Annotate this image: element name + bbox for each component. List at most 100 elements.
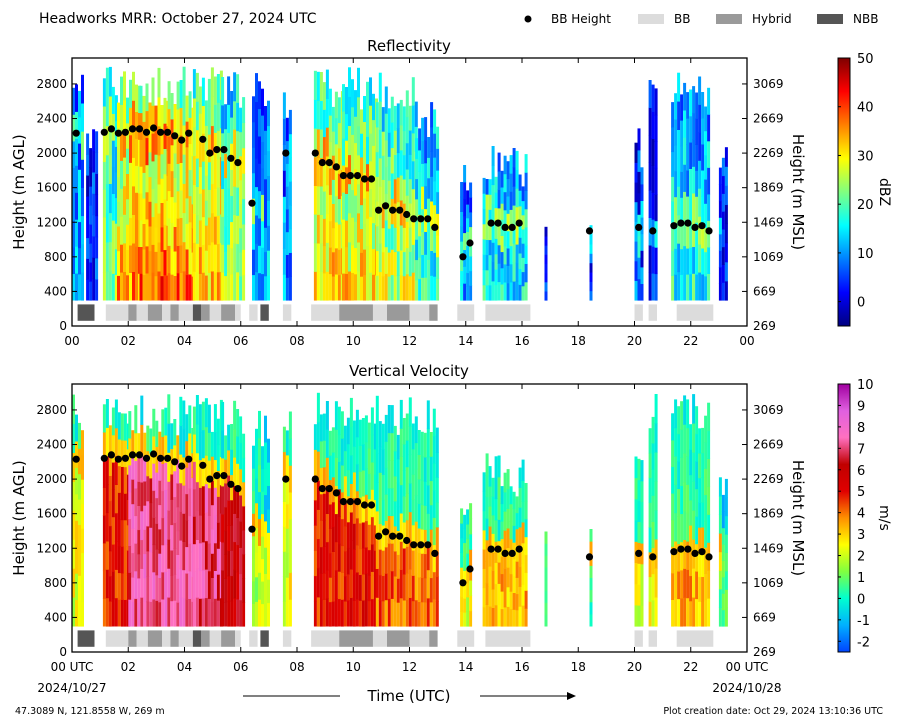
- echo-cell: [427, 157, 431, 179]
- echo-cell: [435, 576, 439, 602]
- echo-cell: [143, 553, 147, 579]
- echo-cell: [494, 192, 498, 209]
- echo-cell: [506, 528, 510, 549]
- echo-cell: [105, 125, 109, 156]
- echo-cell: [680, 197, 684, 224]
- bb-height-point: [367, 175, 376, 183]
- echo-cell: [680, 457, 684, 486]
- echo-cell: [224, 251, 228, 277]
- echo-cell: [460, 552, 464, 568]
- echo-cell: [360, 228, 363, 253]
- echo-cell: [506, 213, 510, 232]
- legend-swatch-hybrid: [716, 14, 742, 24]
- echo-cell: [674, 274, 678, 301]
- echo-cell: [640, 167, 644, 185]
- echo-cell: [261, 88, 264, 116]
- echo-cell: [210, 553, 214, 578]
- echo-cell: [114, 456, 118, 485]
- echo-cell: [466, 204, 470, 219]
- echo-cell: [352, 471, 356, 499]
- echo-cell: [342, 246, 345, 274]
- echo-cell: [224, 226, 228, 252]
- echo-cell: [201, 429, 205, 459]
- echo-cell: [411, 448, 415, 475]
- echo-cell: [198, 220, 202, 248]
- echo-cell: [424, 139, 428, 164]
- echo-cell: [322, 493, 326, 521]
- echo-cell: [191, 601, 195, 627]
- echo-cell: [239, 416, 243, 444]
- bb-height-point: [135, 451, 144, 459]
- echo-cell: [648, 190, 652, 218]
- echo-cell: [252, 96, 255, 123]
- echo-cell: [334, 169, 338, 197]
- echo-cell: [524, 245, 528, 264]
- echo-cell: [509, 191, 513, 210]
- echo-cell: [405, 413, 409, 441]
- bb-type-nbb: [260, 304, 269, 321]
- bb-height-point: [72, 129, 80, 137]
- echo-cell: [182, 270, 186, 301]
- echo-cell: [460, 211, 464, 227]
- echo-cell: [488, 179, 492, 195]
- echo-cell: [198, 166, 202, 194]
- echo-cell: [126, 122, 129, 149]
- echo-cell: [105, 67, 109, 98]
- echo-cell: [201, 244, 205, 273]
- echo-cell: [102, 487, 106, 516]
- echo-cell: [337, 543, 341, 572]
- echo-cell: [460, 255, 464, 272]
- echo-cell: [258, 218, 261, 246]
- echo-cell: [648, 428, 652, 454]
- echo-cell: [506, 606, 510, 627]
- echo-cell: [108, 601, 112, 627]
- echo-cell: [373, 575, 377, 602]
- echo-cell: [81, 271, 84, 301]
- echo-cell: [258, 545, 261, 573]
- echo-cell: [161, 409, 165, 437]
- echo-cell: [544, 602, 548, 615]
- echo-cell: [707, 570, 711, 599]
- echo-cell: [721, 282, 725, 301]
- echo-cell: [648, 452, 652, 479]
- echo-cell: [485, 518, 489, 541]
- echo-cell: [524, 518, 528, 538]
- echo-cell: [207, 543, 211, 572]
- echo-cell: [288, 438, 292, 466]
- echo-cell: [393, 105, 397, 131]
- echo-cell: [224, 602, 228, 627]
- echo-cell: [195, 539, 199, 569]
- echo-cell: [417, 479, 421, 504]
- echo-cell: [288, 492, 292, 520]
- bb-height-point: [396, 532, 404, 540]
- echo-cell: [469, 580, 473, 596]
- echo-cell: [167, 452, 171, 482]
- echo-cell: [267, 602, 270, 627]
- echo-cell: [102, 272, 106, 301]
- echo-cell: [721, 544, 725, 561]
- echo-cell: [201, 161, 205, 190]
- echo-cell: [384, 113, 388, 141]
- echo-cell: [396, 602, 400, 627]
- echo-cell: [494, 207, 498, 224]
- echo-cell: [198, 515, 202, 544]
- bb-height-point: [501, 549, 509, 558]
- echo-cell: [358, 497, 362, 524]
- echo-cell: [433, 252, 437, 277]
- echo-cell: [316, 157, 320, 187]
- echo-cell: [129, 79, 132, 108]
- echo-cell: [698, 502, 702, 528]
- echo-cell: [671, 250, 675, 276]
- echo-cell: [75, 192, 78, 220]
- echo-cell: [402, 600, 406, 627]
- echo-cell: [167, 481, 171, 511]
- echo-cell: [128, 599, 132, 627]
- echo-cell: [227, 272, 231, 301]
- echo-cell: [105, 569, 109, 599]
- echo-cell: [381, 499, 385, 526]
- bb-type-hybrid: [128, 304, 137, 321]
- echo-cell: [680, 598, 684, 627]
- echo-cell: [242, 578, 246, 603]
- echo-cell: [373, 550, 377, 576]
